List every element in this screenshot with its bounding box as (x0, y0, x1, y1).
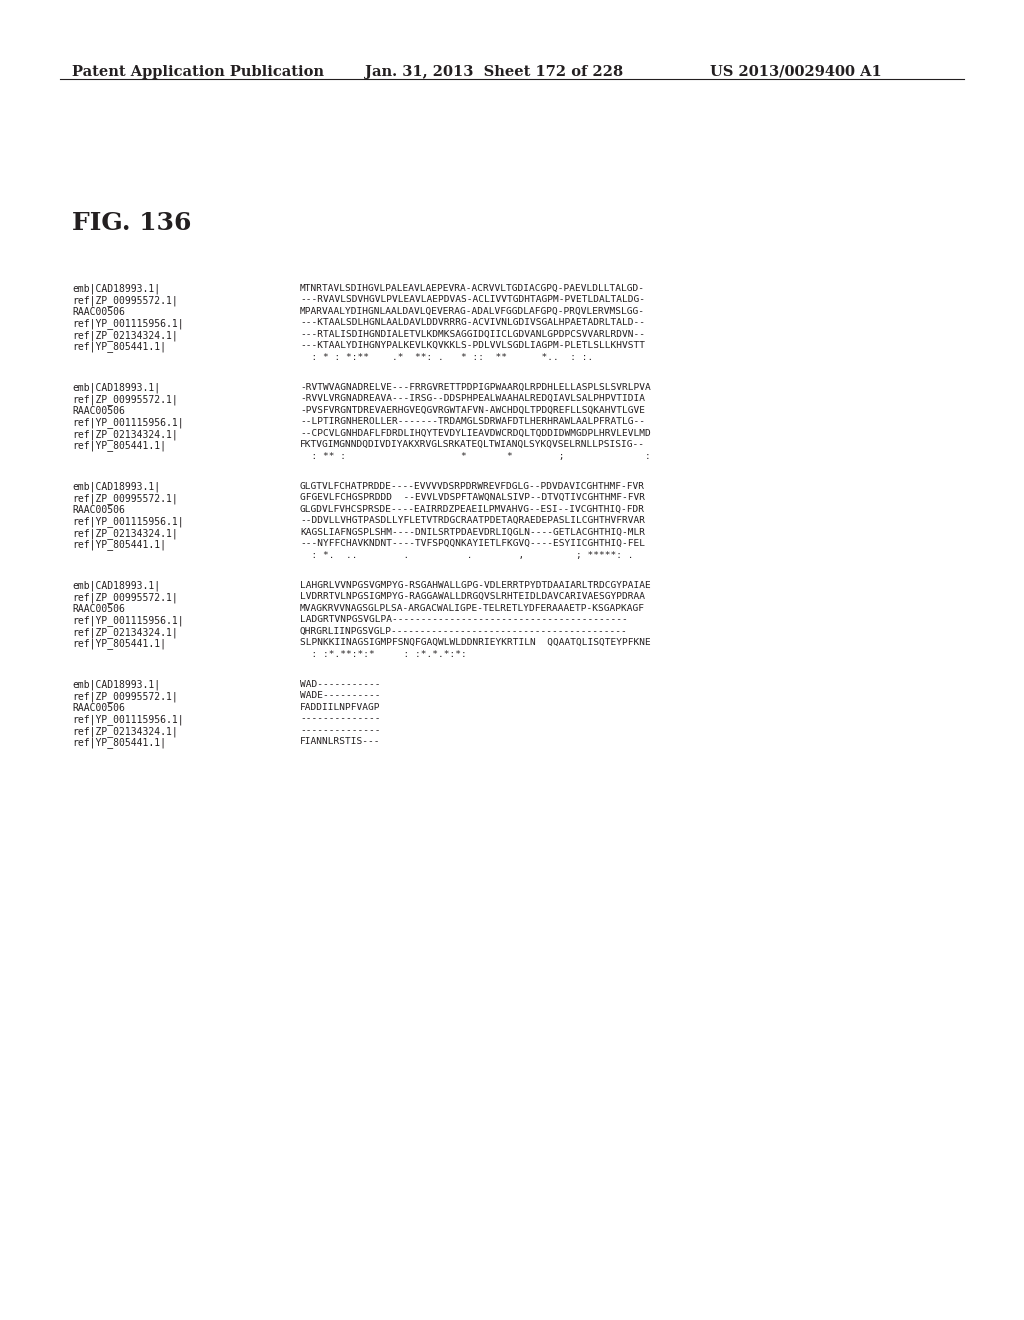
Text: QHRGRLIINPGSVGLP-----------------------------------------: QHRGRLIINPGSVGLP------------------------… (300, 627, 628, 636)
Text: --LPTIRGNHEROLLER-------TRDAMGLSDRWAFDTLHERHRAWLAALPFRATLG--: --LPTIRGNHEROLLER-------TRDAMGLSDRWAFDTL… (300, 417, 645, 426)
Text: LVDRRTVLNPGSIGMPYG-RAGGAWALLDRGQVSLRHTEIDLDAVCARIVAESGYPDRAA: LVDRRTVLNPGSIGMPYG-RAGGAWALLDRGQVSLRHTEI… (300, 593, 645, 602)
Text: RAAC00506: RAAC00506 (72, 702, 125, 713)
Text: ref|YP_805441.1|: ref|YP_805441.1| (72, 342, 166, 352)
Text: ---RVAVLSDVHGVLPVLEAVLAEPDVAS-ACLIVVTGDHTAGPM-PVETLDALTALDG-: ---RVAVLSDVHGVLPVLEAVLAEPDVAS-ACLIVVTGDH… (300, 296, 645, 305)
Text: ref|YP_805441.1|: ref|YP_805441.1| (72, 639, 166, 649)
Text: ref|ZP_02134324.1|: ref|ZP_02134324.1| (72, 627, 178, 638)
Text: MPARVAALYDIHGNLAALDAVLQEVERAG-ADALVFGGDLAFGPQ-PRQVLERVMSLGG-: MPARVAALYDIHGNLAALDAVLQEVERAG-ADALVFGGDL… (300, 306, 645, 315)
Text: ref|ZP_02134324.1|: ref|ZP_02134324.1| (72, 330, 178, 341)
Text: RAAC00506: RAAC00506 (72, 504, 125, 515)
Text: : * : *:**    .*  **: .   * ::  **      *..  : :.: : * : *:** .* **: . * :: ** *.. : :. (300, 352, 593, 362)
Text: --------------: -------------- (300, 726, 381, 735)
Text: emb|CAD18993.1|: emb|CAD18993.1| (72, 680, 160, 690)
Text: MVAGKRVVNAGSGLPLSA-ARGACWALIGPE-TELRETLYDFERAAAETР-KSGAPKAGF: MVAGKRVVNAGSGLPLSA-ARGACWALIGPE-TELRETLY… (300, 603, 645, 612)
Text: ref|YP_805441.1|: ref|YP_805441.1| (72, 441, 166, 451)
Text: emb|CAD18993.1|: emb|CAD18993.1| (72, 581, 160, 591)
Text: ref|ZP_00995572.1|: ref|ZP_00995572.1| (72, 593, 178, 603)
Text: --DDVLLVHGTPASDLLYFLETVTRDGCRAATPDETAQRAEDEPASLILCGHTHVFRVAR: --DDVLLVHGTPASDLLYFLETVTRDGCRAATPDETAQRA… (300, 516, 645, 525)
Text: LADGRTVNPGSVGLPA-----------------------------------------: LADGRTVNPGSVGLPA------------------------… (300, 615, 628, 624)
Text: WAD-----------: WAD----------- (300, 680, 381, 689)
Text: emb|CAD18993.1|: emb|CAD18993.1| (72, 284, 160, 294)
Text: ---KTAALSDLHGNLAALDAVLDDVRRRG-ACVIVNLGDIVSGALHPAETADRLTALD--: ---KTAALSDLHGNLAALDAVLDDVRRRG-ACVIVNLGDI… (300, 318, 645, 327)
Text: ref|ZP_02134324.1|: ref|ZP_02134324.1| (72, 528, 178, 539)
Text: FIANNLRSTIS---: FIANNLRSTIS--- (300, 738, 381, 746)
Text: RAAC00506: RAAC00506 (72, 603, 125, 614)
Text: ref|ZP_02134324.1|: ref|ZP_02134324.1| (72, 429, 178, 440)
Text: FIG. 136: FIG. 136 (72, 211, 191, 235)
Text: GFGEVLFCHGSPRDDD  --EVVLVDSPFTAWQNALSIVP--DTVQTIVCGHTHMF-FVR: GFGEVLFCHGSPRDDD --EVVLVDSPFTAWQNALSIVP-… (300, 494, 645, 503)
Text: : ** :                    *       *        ;              :: : ** : * * ; : (300, 451, 650, 461)
Text: ref|ZP_00995572.1|: ref|ZP_00995572.1| (72, 692, 178, 702)
Text: GLGTVLFCHATPRDDE----EVVVVDSRPDRWREVFDGLG--PDVDAVICGHTHMF-FVR: GLGTVLFCHATPRDDE----EVVVVDSRPDRWREVFDGLG… (300, 482, 645, 491)
Text: -RVTWVAGNADRELVE---FRRGVRETTPDPIGPWAARQLRPDHLELLASPLSLSVRLPVA: -RVTWVAGNADRELVE---FRRGVRETTPDPIGPWAARQL… (300, 383, 650, 392)
Text: ref|YP_001115956.1|: ref|YP_001115956.1| (72, 714, 183, 725)
Text: GLGDVLFVHCSPRSDE----EAIRRDZPEAEILPMVAHVG--ESI--IVCGHTHIQ-FDR: GLGDVLFVHCSPRSDE----EAIRRDZPEAEILPMVAHVG… (300, 504, 645, 513)
Text: ---NYFFCHAVKNDNT----TVFSPQQNKAYIETLFKGVQ----ESYIICGHTHIQ-FEL: ---NYFFCHAVKNDNT----TVFSPQQNKAYIETLFKGVQ… (300, 540, 645, 548)
Text: ref|YP_001115956.1|: ref|YP_001115956.1| (72, 516, 183, 527)
Text: RAAC00506: RAAC00506 (72, 405, 125, 416)
Text: WADE----------: WADE---------- (300, 692, 381, 701)
Text: KAGSLIAFNGSPLSHM----DNILSRTPDAEVDRLIQGLN----GETLACGHTHIQ-MLR: KAGSLIAFNGSPLSHM----DNILSRTPDAEVDRLIQGLN… (300, 528, 645, 537)
Text: ref|YP_001115956.1|: ref|YP_001115956.1| (72, 615, 183, 626)
Text: ref|YP_001115956.1|: ref|YP_001115956.1| (72, 318, 183, 329)
Text: emb|CAD18993.1|: emb|CAD18993.1| (72, 383, 160, 393)
Text: emb|CAD18993.1|: emb|CAD18993.1| (72, 482, 160, 492)
Text: -PVSFVRGNTDREVAERHGVEQGVRGWTAFVN-AWCHDQLTPDQREFLLSQKAHVTLGVE: -PVSFVRGNTDREVAERHGVEQGVRGWTAFVN-AWCHDQL… (300, 405, 645, 414)
Text: SLPNKKIINAGSIGMPFSNQFGAQWLWLDDNRIEYKRTILN  QQAATQLISQTEYPFKNE: SLPNKKIINAGSIGMPFSNQFGAQWLWLDDNRIEYKRTIL… (300, 639, 650, 647)
Text: FADDIILNPFVAGP: FADDIILNPFVAGP (300, 702, 381, 711)
Text: FKTVGIMGNNDQDIVDIYAKXRVGLSRKATEQLTWIANQLSYKQVSELRNLLPSISIG--: FKTVGIMGNNDQDIVDIYAKXRVGLSRKATEQLTWIANQL… (300, 441, 645, 449)
Text: ref|YP_805441.1|: ref|YP_805441.1| (72, 540, 166, 550)
Text: MTNRTAVLSDIHGVLPALEAVLAEPEVRA-ACRVVLTGDIACGPQ-PAEVLDLLTALGD-: MTNRTAVLSDIHGVLPALEAVLAEPEVRA-ACRVVLTGDI… (300, 284, 645, 293)
Text: -RVVLVRGNADREAVA---IRSG--DDSPHPEALWAAHALREDQIAVLSALPHPVTIDIA: -RVVLVRGNADREAVA---IRSG--DDSPHPEALWAAHAL… (300, 395, 645, 404)
Text: ref|ZP_02134324.1|: ref|ZP_02134324.1| (72, 726, 178, 737)
Text: ref|ZP_00995572.1|: ref|ZP_00995572.1| (72, 494, 178, 504)
Text: --CPCVLGNHDAFLFDRDLIHQYTEVDYLIEAVDWCRDQLTQDDIDWMGDPLHRVLEVLMD: --CPCVLGNHDAFLFDRDLIHQYTEVDYLIEAVDWCRDQL… (300, 429, 650, 438)
Text: ref|ZP_00995572.1|: ref|ZP_00995572.1| (72, 296, 178, 306)
Text: ref|YP_001115956.1|: ref|YP_001115956.1| (72, 417, 183, 428)
Text: : *.  ..        .          .        ,         ; *****: .: : *. .. . . , ; *****: . (300, 550, 634, 560)
Text: : :*.**:*:*     : :*.*.*:*:: : :*.**:*:* : :*.*.*:*: (300, 649, 467, 659)
Text: LAHGRLVVNPGSVGMPYG-RSGAHWALLGPG-VDLERRTPYDTDAAIARLTRDCGYPAIAE: LAHGRLVVNPGSVGMPYG-RSGAHWALLGPG-VDLERRTP… (300, 581, 650, 590)
Text: Patent Application Publication: Patent Application Publication (72, 65, 324, 79)
Text: ---RTALISDIHGNDIALETVLKDMKSAGGIDQIICLGDVANLGPDPCSVVARLRDVN--: ---RTALISDIHGNDIALETVLKDMKSAGGIDQIICLGDV… (300, 330, 645, 339)
Text: ref|ZP_00995572.1|: ref|ZP_00995572.1| (72, 395, 178, 405)
Text: Jan. 31, 2013  Sheet 172 of 228: Jan. 31, 2013 Sheet 172 of 228 (365, 65, 624, 79)
Text: ---KTAALYDIHGNYPALKEVLKQVKKLS-PDLVVLSGDLIAGPM-PLETLSLLKHVSTT: ---KTAALYDIHGNYPALKEVLKQVKKLS-PDLVVLSGDL… (300, 342, 645, 350)
Text: US 2013/0029400 A1: US 2013/0029400 A1 (710, 65, 882, 79)
Text: RAAC00506: RAAC00506 (72, 306, 125, 317)
Text: --------------: -------------- (300, 714, 381, 723)
Text: ref|YP_805441.1|: ref|YP_805441.1| (72, 738, 166, 748)
